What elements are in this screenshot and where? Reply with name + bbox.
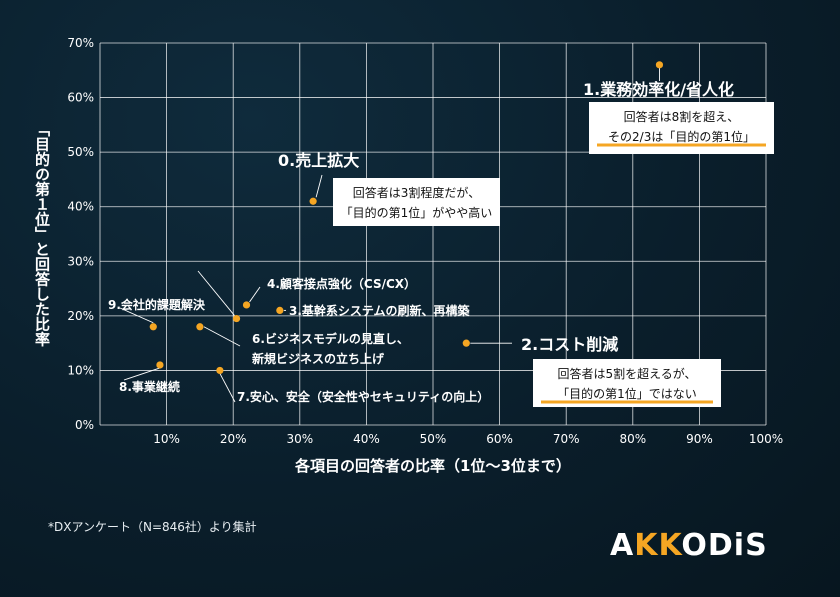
x-tick-label: 20% (220, 432, 247, 446)
point-label: 2.コスト削減 (521, 335, 618, 354)
leader-line (203, 326, 241, 347)
y-tick-label: 30% (67, 254, 94, 268)
annotation-text: 回答者は5割を超えるが、 (557, 366, 696, 381)
data-point (276, 306, 284, 314)
point-label: 9.会社的課題解決 (108, 297, 206, 312)
annotation-text: 回答者は8割を超え、 (624, 109, 740, 124)
point-label: 6.ビジネスモデルの見直し、 (252, 331, 409, 346)
point-label: 7.安心、安全（安全性やセキュリティの向上） (237, 389, 489, 404)
data-point (655, 61, 664, 69)
data-point (242, 301, 251, 309)
x-tick-label: 80% (619, 432, 646, 446)
annotation-box (533, 359, 721, 407)
data-point (196, 323, 204, 331)
point-label: 新規ビジネスの立ち上げ (252, 351, 385, 366)
x-tick-label: 90% (686, 432, 713, 446)
brand-logo: AKKODiS (610, 528, 768, 563)
data-point (309, 197, 317, 205)
data-point (232, 314, 241, 323)
leader-line (219, 373, 236, 403)
x-tick-label: 40% (353, 432, 380, 446)
annotation-text: 「目的の第1位」がやや高い (341, 205, 493, 220)
x-tick-label: 70% (553, 432, 580, 446)
leader-line (197, 270, 235, 316)
point-label: 4.顧客接点強化（CS/CX） (267, 276, 416, 291)
point-label: 1.業務効率化/省人化 (583, 80, 734, 99)
leader-line (119, 307, 154, 324)
annotation-text: 回答者は3割程度だが、 (353, 185, 480, 200)
leader-line (249, 286, 261, 303)
leader-line (123, 367, 161, 381)
point-label: 3.基幹系システムの刷新、再構築 (289, 303, 471, 318)
x-tick-label: 50% (420, 432, 447, 446)
y-tick-label: 50% (67, 145, 94, 159)
leader-line (315, 174, 323, 198)
x-axis-label: 各項目の回答者の比率（1位〜3位まで） (294, 457, 571, 475)
data-point (149, 323, 157, 331)
y-tick-label: 10% (67, 363, 94, 377)
annotation-text: 「目的の第1位」ではない (557, 386, 697, 401)
x-tick-label: 30% (286, 432, 313, 446)
y-tick-label: 20% (67, 309, 94, 323)
y-tick-label: 60% (67, 91, 94, 105)
annotation-box (333, 178, 500, 226)
x-tick-label: 60% (486, 432, 513, 446)
point-label: 8.事業継続 (119, 379, 180, 394)
data-point (462, 339, 470, 347)
data-point (156, 361, 164, 369)
x-tick-label: 10% (153, 432, 180, 446)
annotation-text: その2/3は「目的の第1位」 (608, 129, 755, 144)
y-axis-label: 「目的の第１位」と回答した比率 (33, 122, 51, 348)
footnote: *DXアンケート（N=846社）より集計 (48, 520, 257, 534)
x-tick-label: 100% (749, 432, 783, 446)
data-point (216, 366, 224, 375)
y-tick-label: 70% (67, 36, 94, 50)
point-label: 0.売上拡大 (278, 151, 359, 170)
y-tick-label: 0% (75, 418, 94, 432)
y-tick-label: 40% (67, 200, 94, 214)
